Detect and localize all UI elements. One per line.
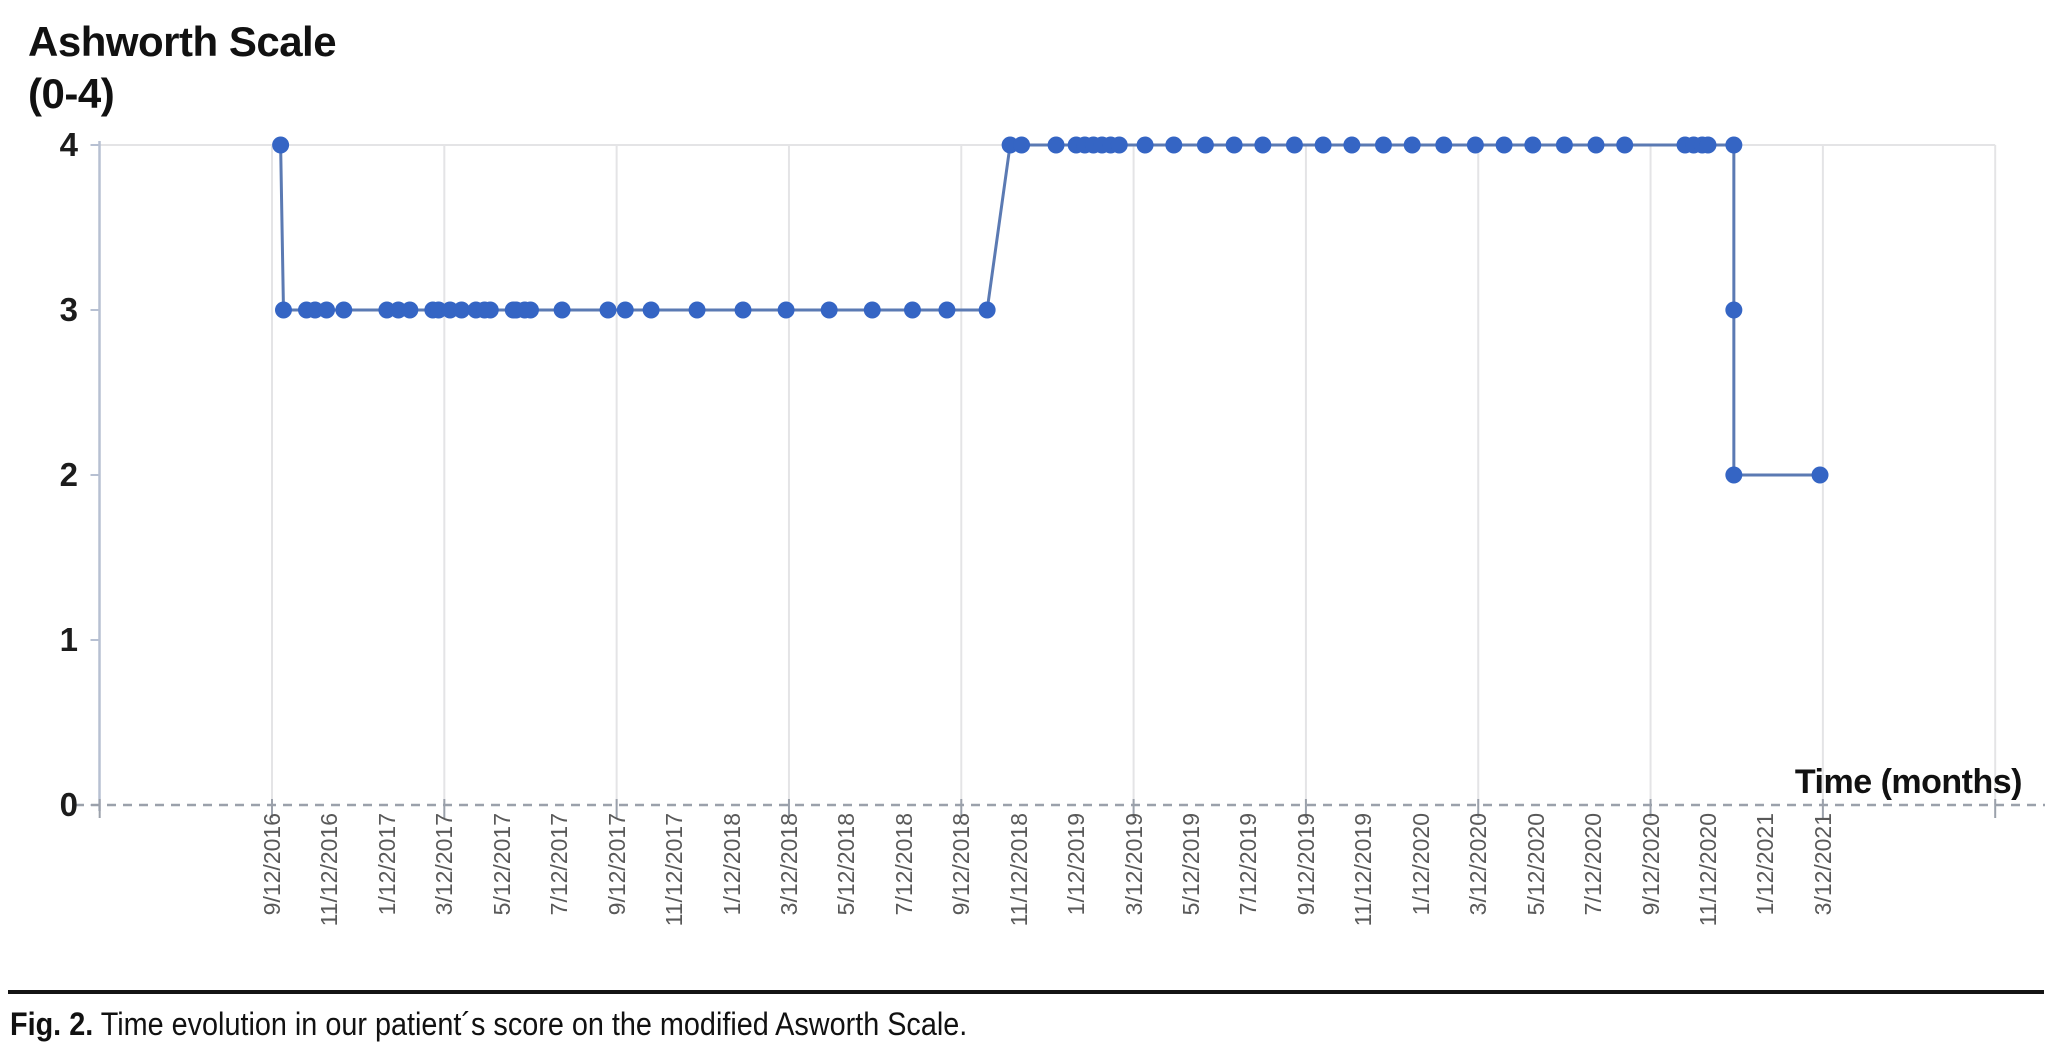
data-point xyxy=(1524,136,1542,154)
data-point xyxy=(1616,136,1634,154)
y-tick-label: 4 xyxy=(59,126,78,163)
data-point xyxy=(1555,136,1573,154)
data-point xyxy=(599,301,617,319)
x-tick-label: 5/12/2017 xyxy=(488,813,515,916)
data-point xyxy=(401,301,419,319)
x-tick-label: 3/12/2018 xyxy=(775,813,802,916)
x-tick-label: 7/12/2019 xyxy=(1235,813,1262,916)
x-tick-label: 3/12/2017 xyxy=(431,813,458,916)
x-tick-label: 1/12/2019 xyxy=(1063,813,1090,916)
x-axis-title: Time (months) xyxy=(1794,763,2023,801)
data-point xyxy=(616,301,634,319)
y-tick-label: 3 xyxy=(59,291,78,328)
data-point xyxy=(1343,136,1361,154)
y-axis-title: Ashworth Scale (0-4) xyxy=(28,16,337,120)
figure-caption: Fig. 2. Time evolution in our patient´s … xyxy=(10,1006,967,1043)
x-tick-label: 9/12/2018 xyxy=(948,813,975,916)
x-tick-label: 7/12/2020 xyxy=(1580,813,1607,916)
data-point xyxy=(272,136,290,154)
x-tick-label: 9/12/2017 xyxy=(603,813,630,916)
data-point xyxy=(1165,136,1183,154)
data-point xyxy=(1047,136,1065,154)
data-point xyxy=(1254,136,1272,154)
x-tick-label: 9/12/2020 xyxy=(1637,813,1664,916)
data-point xyxy=(318,301,336,319)
data-point xyxy=(938,301,956,319)
x-tick-label: 9/12/2016 xyxy=(259,813,285,916)
data-point xyxy=(1435,136,1453,154)
data-point xyxy=(1196,136,1214,154)
y-axis-title-line1: Ashworth Scale xyxy=(28,18,337,65)
x-tick-label: 5/12/2019 xyxy=(1178,813,1205,916)
data-point xyxy=(688,301,706,319)
data-point xyxy=(274,301,292,319)
data-point xyxy=(1725,301,1743,319)
data-point xyxy=(1013,136,1031,154)
data-point xyxy=(820,301,838,319)
x-tick-label: 3/12/2020 xyxy=(1465,813,1492,916)
x-tick-label: 11/12/2016 xyxy=(316,813,343,927)
y-tick-label: 2 xyxy=(59,456,78,493)
x-tick-label: 9/12/2019 xyxy=(1292,813,1319,916)
data-point xyxy=(1136,136,1154,154)
data-point xyxy=(1725,136,1743,154)
data-point xyxy=(1110,136,1128,154)
data-point xyxy=(978,301,996,319)
x-tick-label: 7/12/2017 xyxy=(546,813,573,916)
y-tick-label: 1 xyxy=(59,621,78,658)
data-point xyxy=(335,301,353,319)
x-tick-label: 5/12/2020 xyxy=(1522,813,1549,916)
data-point xyxy=(1225,136,1243,154)
data-point xyxy=(777,301,795,319)
data-point xyxy=(1314,136,1332,154)
caption-label: Fig. 2. xyxy=(10,1006,94,1042)
data-point xyxy=(1285,136,1303,154)
data-point xyxy=(1725,466,1743,484)
data-point xyxy=(1699,136,1717,154)
data-point xyxy=(903,301,921,319)
caption-divider xyxy=(8,990,2044,994)
data-point xyxy=(481,301,499,319)
data-point xyxy=(553,301,571,319)
data-point xyxy=(1811,466,1829,484)
data-point xyxy=(521,301,539,319)
data-point xyxy=(1587,136,1605,154)
x-tick-label: 11/12/2017 xyxy=(661,813,688,927)
x-tick-label: 11/12/2018 xyxy=(1005,813,1032,927)
data-point xyxy=(1403,136,1421,154)
x-tick-label: 5/12/2018 xyxy=(833,813,860,916)
data-point xyxy=(642,301,660,319)
x-tick-label: 1/12/2017 xyxy=(373,813,400,916)
data-point xyxy=(1374,136,1392,154)
y-tick-label: 0 xyxy=(59,786,78,823)
x-tick-label: 3/12/2019 xyxy=(1120,813,1147,916)
x-tick-label: 1/12/2020 xyxy=(1407,813,1434,916)
data-point xyxy=(453,301,471,319)
caption-text: Time evolution in our patient´s score on… xyxy=(93,1006,968,1042)
data-point xyxy=(1466,136,1484,154)
x-tick-label: 1/12/2018 xyxy=(718,813,745,916)
x-tick-label: 7/12/2018 xyxy=(890,813,917,916)
data-point xyxy=(734,301,752,319)
x-tick-label: 1/12/2021 xyxy=(1752,813,1779,916)
x-tick-label: 3/12/2021 xyxy=(1809,813,1836,916)
y-axis-title-line2: (0-4) xyxy=(28,70,115,117)
x-tick-label: 11/12/2020 xyxy=(1695,813,1721,927)
data-point xyxy=(863,301,881,319)
data-point xyxy=(1495,136,1513,154)
x-tick-label: 11/12/2019 xyxy=(1350,813,1377,927)
